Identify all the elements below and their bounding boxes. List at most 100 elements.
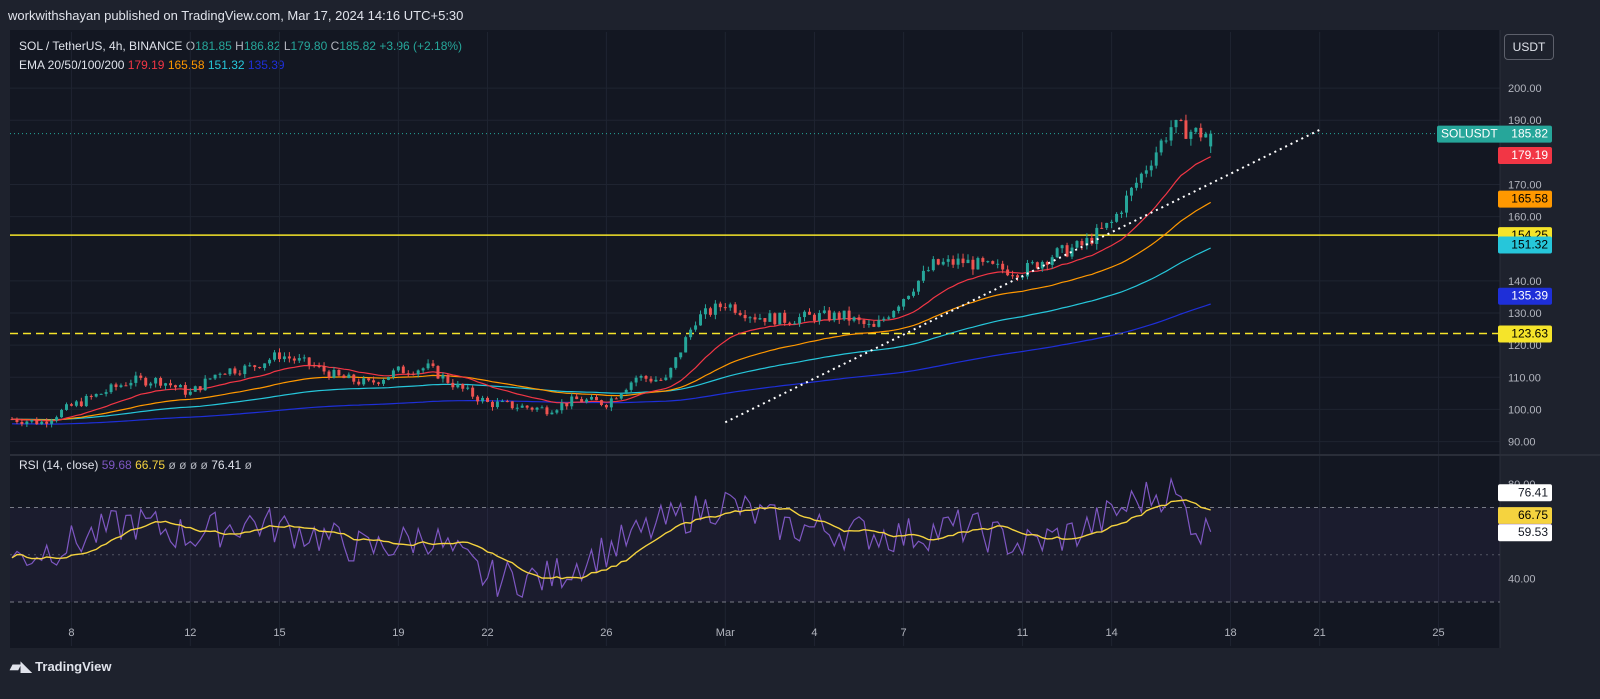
candle-body xyxy=(570,396,574,407)
candle-body xyxy=(590,396,594,400)
candle-body xyxy=(1080,241,1084,246)
candle-body xyxy=(604,404,608,408)
x-tick-label: 21 xyxy=(1314,627,1326,639)
ema200-tag-bg xyxy=(1498,287,1552,305)
ema100-line xyxy=(12,247,1211,421)
candle-body xyxy=(188,391,192,395)
ohlc-close: 185.82 xyxy=(339,39,376,53)
candle-body xyxy=(664,377,668,381)
candle-body xyxy=(367,378,371,381)
candle-body xyxy=(119,385,123,387)
candle-body xyxy=(40,421,44,425)
candle-body xyxy=(857,317,861,321)
candle-body xyxy=(401,366,405,374)
price-tick-label: 90.00 xyxy=(1508,437,1536,449)
candle-body xyxy=(1001,263,1005,270)
price-tick-label: 170.00 xyxy=(1508,179,1542,191)
price-tick-label: 160.00 xyxy=(1508,212,1542,224)
rsi-value: 59.68 xyxy=(101,458,132,472)
ema50-value: 165.58 xyxy=(167,58,205,72)
candle-body xyxy=(481,397,485,402)
candle-body xyxy=(689,329,693,338)
rsi-empty-3: ø xyxy=(189,458,198,472)
candle-body xyxy=(233,368,237,374)
price-tick-label: 140.00 xyxy=(1508,276,1542,288)
ema200-tag: 135.39 xyxy=(1511,289,1548,303)
candle-body xyxy=(580,399,584,403)
support-tag: 123.63 xyxy=(1511,326,1548,340)
candle-body xyxy=(1174,119,1178,128)
x-tick-label: 25 xyxy=(1432,627,1444,639)
candle-body xyxy=(1184,120,1188,139)
candle-body xyxy=(159,378,163,386)
candle-body xyxy=(510,401,514,409)
candle-body xyxy=(1169,127,1173,141)
candle-body xyxy=(94,393,98,397)
candle-body xyxy=(406,373,410,375)
chart-area[interactable]: SOL / TetherUS, 4h, BINANCE O181.85 H186… xyxy=(10,30,1500,648)
candle-body xyxy=(114,384,118,387)
rsi-empty-2: ø xyxy=(179,458,187,472)
candle-body xyxy=(292,358,296,361)
candle-body xyxy=(312,365,316,367)
currency-button[interactable]: USDT xyxy=(1504,34,1554,60)
price-tick-label: 100.00 xyxy=(1508,404,1542,416)
candle-body xyxy=(431,363,435,367)
candle-body xyxy=(1045,261,1049,265)
candle-body xyxy=(783,312,787,323)
x-tick-label: 18 xyxy=(1224,627,1236,639)
candle-body xyxy=(386,376,390,380)
price-tick-label: 120.00 xyxy=(1508,340,1542,352)
candle-body xyxy=(832,312,836,321)
candle-body xyxy=(466,387,470,389)
candle-body xyxy=(411,373,415,375)
candle-body xyxy=(273,352,277,360)
candle-body xyxy=(699,314,702,326)
symbol-name[interactable]: SOL / TetherUS, 4h, BINANCE xyxy=(19,39,183,53)
tradingview-logo-icon: ▰◣ xyxy=(10,658,32,674)
candle-body xyxy=(1100,227,1104,229)
candle-body xyxy=(788,322,792,324)
symbol-legend[interactable]: SOL / TetherUS, 4h, BINANCE O181.85 H186… xyxy=(19,39,462,53)
candle-body xyxy=(624,389,628,394)
candle-body xyxy=(897,306,901,311)
candle-body xyxy=(1115,213,1119,222)
candle-body xyxy=(629,382,633,390)
ohlc-h-label: H xyxy=(235,39,244,53)
candle-body xyxy=(1075,241,1079,248)
rsi-label[interactable]: RSI (14, close) xyxy=(19,458,99,472)
candle-body xyxy=(357,381,361,385)
candle-body xyxy=(867,323,871,325)
candle-body xyxy=(421,368,425,371)
candle-body xyxy=(1055,248,1059,258)
candle-body xyxy=(277,352,281,360)
candle-body xyxy=(84,395,88,407)
candle-body xyxy=(253,365,257,368)
ohlc-low: 179.80 xyxy=(290,39,328,53)
candle-body xyxy=(614,398,618,400)
rsi-empty-5: ø xyxy=(244,458,252,472)
x-tick-label: 7 xyxy=(901,627,907,639)
candle-body xyxy=(951,259,955,265)
rsi-lower-tag: 59.53 xyxy=(1518,525,1548,539)
candle-body xyxy=(45,421,49,424)
candle-body xyxy=(109,384,113,393)
candle-body xyxy=(679,352,683,358)
candle-body xyxy=(887,317,891,319)
price-tick-label: 110.00 xyxy=(1508,372,1541,384)
tradingview-logo[interactable]: ▰◣ TradingView xyxy=(10,658,112,675)
candle-body xyxy=(619,393,623,399)
rsi-empty-1: ø xyxy=(168,458,176,472)
ema20-line xyxy=(11,156,1211,422)
candle-body xyxy=(520,405,524,408)
candle-body xyxy=(976,258,980,270)
candle-body xyxy=(169,383,172,386)
rsi-tick-label: 40.00 xyxy=(1508,573,1536,585)
rsi-legend[interactable]: RSI (14, close) 59.68 66.75 ø ø ø ø 76.4… xyxy=(19,458,252,472)
candle-body xyxy=(139,375,143,378)
candle-body xyxy=(382,379,385,384)
candle-body xyxy=(842,310,846,320)
candle-body xyxy=(178,385,182,388)
candle-body xyxy=(515,407,519,409)
